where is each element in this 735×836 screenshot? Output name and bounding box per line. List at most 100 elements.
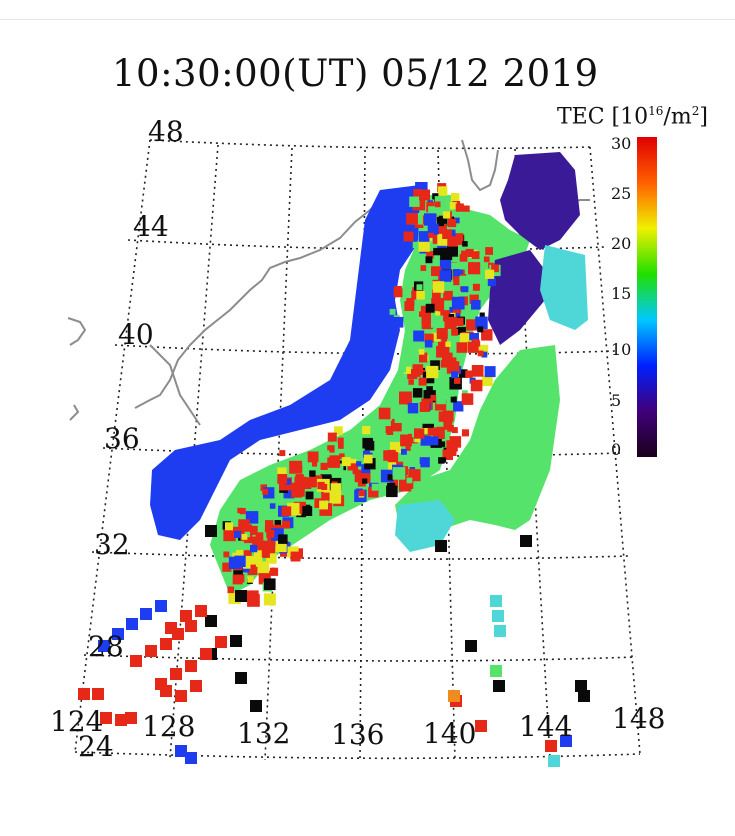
tec-pixel	[363, 454, 373, 464]
tec-pixel	[403, 366, 411, 374]
tec-pixel	[427, 427, 436, 436]
tec-pixel	[350, 458, 357, 466]
tec-pixel	[368, 487, 379, 498]
tec-pixel	[281, 506, 292, 516]
tec-pixel	[330, 483, 342, 494]
tec-pixel	[459, 369, 468, 378]
tec-pixel	[421, 428, 428, 435]
tec-pixel	[389, 441, 401, 453]
tec-pixel	[485, 247, 493, 255]
tec-pixel	[258, 570, 265, 577]
tec-pixel	[238, 519, 250, 531]
colorbar-tick-15: 15	[611, 284, 632, 303]
lat-label-32: 32	[94, 528, 130, 561]
tec-pixel	[339, 453, 345, 459]
tec-pixel	[250, 564, 256, 570]
tec-pixel	[413, 189, 422, 198]
tec-pixel	[455, 203, 464, 212]
tec-pixel	[222, 562, 232, 572]
tec-pixel	[461, 250, 467, 256]
lon-label-132: 132	[237, 717, 291, 750]
tec-pixel	[432, 289, 441, 299]
tec-pixel-chain	[98, 640, 110, 652]
tec-pixel	[408, 379, 414, 385]
tec-pixel	[428, 232, 434, 238]
colorbar	[637, 137, 657, 457]
tec-pixel	[487, 277, 496, 286]
tec-region-cyan-south	[395, 500, 455, 552]
tec-pixel-chain	[112, 628, 124, 640]
coastline-segment	[461, 139, 499, 192]
tec-pixel	[462, 241, 468, 247]
tec-pixel	[480, 259, 488, 267]
tec-pixel	[269, 567, 279, 576]
tec-pixel	[431, 332, 441, 342]
tec-pixel	[364, 458, 376, 470]
tec-pixel	[447, 245, 458, 257]
tec-pixel	[415, 464, 421, 470]
tec-data-layer	[78, 152, 590, 767]
tec-pixel	[436, 223, 447, 234]
tec-pixel	[447, 236, 458, 247]
tec-pixel	[412, 241, 419, 249]
tec-pixel	[439, 270, 452, 282]
tec-pixel	[341, 457, 351, 467]
tec-pixel-isolated	[78, 688, 90, 700]
tec-pixel	[321, 489, 333, 501]
coastline-segment	[69, 404, 80, 421]
tec-pixel	[399, 391, 412, 405]
lat-label-36: 36	[104, 422, 140, 455]
tec-pixel	[424, 333, 434, 343]
tec-pixel	[430, 394, 437, 401]
tec-pixel-isolated	[492, 610, 504, 622]
tec-pixel	[362, 426, 371, 435]
tec-pixel	[386, 428, 394, 435]
lon-label-144: 144	[519, 710, 573, 743]
tec-pixel	[418, 349, 425, 355]
tec-pixel	[450, 193, 460, 202]
tec-pixel-chain	[180, 610, 192, 622]
tec-pixel	[413, 330, 425, 342]
tec-pixel-chain	[140, 608, 152, 620]
tec-pixel	[426, 251, 434, 259]
tec-pixel	[234, 530, 242, 538]
tec-pixel	[414, 436, 421, 443]
tec-pixel	[469, 333, 479, 343]
tec-pixel	[261, 552, 268, 558]
tec-pixel	[393, 288, 403, 298]
tec-pixel	[451, 296, 465, 310]
tec-pixel	[417, 352, 428, 363]
tec-pixel	[442, 449, 453, 460]
tec-pixel	[475, 316, 488, 330]
tec-pixel-isolated	[175, 745, 187, 757]
tec-pixel-chain	[130, 655, 142, 667]
tec-pixel	[405, 445, 411, 451]
tec-pixel	[439, 441, 446, 448]
tec-pixel	[247, 576, 254, 583]
tec-pixel	[469, 234, 481, 246]
tec-pixel	[362, 478, 368, 484]
map-title: 10:30:00(UT) 05/12 2019	[112, 52, 599, 95]
tec-pixel	[408, 433, 418, 444]
tec-pixel	[387, 474, 394, 481]
tec-pixel	[434, 201, 441, 208]
tec-pixel	[418, 377, 427, 386]
tec-pixel	[416, 284, 423, 291]
tec-pixel	[252, 557, 263, 567]
tec-pixel	[412, 364, 424, 375]
tec-pixel	[277, 474, 288, 484]
tec-pixel-isolated	[185, 752, 197, 764]
tec-pixel	[239, 508, 246, 515]
tec-pixel	[241, 533, 248, 540]
tec-pixel	[438, 310, 450, 322]
tec-pixel	[255, 532, 264, 541]
tec-pixel-chain	[145, 645, 157, 657]
tec-pixel	[437, 186, 448, 196]
tec-pixel	[440, 457, 447, 463]
tec-pixel	[236, 549, 244, 558]
tec-pixel	[442, 229, 452, 239]
tec-pixel	[442, 410, 454, 422]
tec-pixel	[428, 206, 439, 217]
lat-label-24: 24	[78, 730, 114, 763]
tec-pixel	[453, 401, 464, 412]
